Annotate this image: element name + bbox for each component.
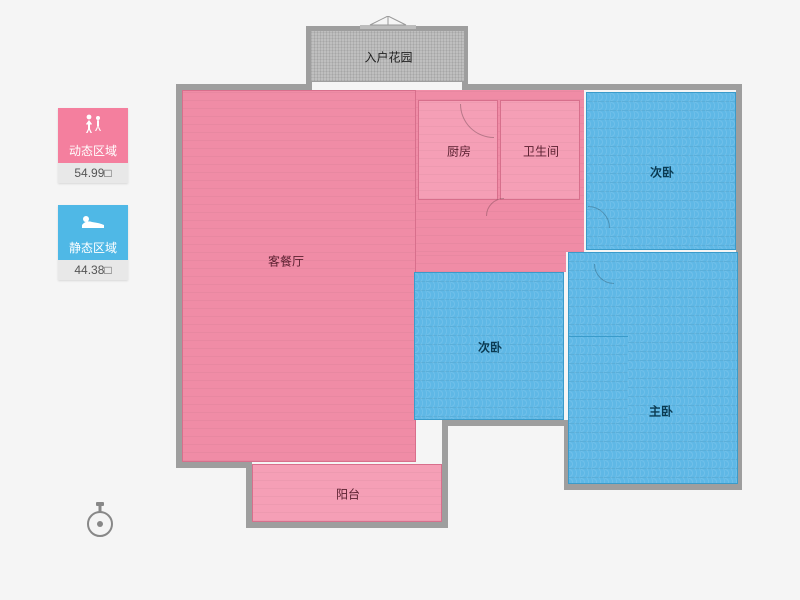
wall xyxy=(582,84,742,90)
room-living: 客餐厅 xyxy=(182,90,416,462)
wall xyxy=(442,420,448,526)
room-label: 客餐厅 xyxy=(268,253,304,270)
entrance-door-icon xyxy=(360,16,416,28)
legend: 动态区域 54.99□ 静态区域 44.38□ xyxy=(58,108,128,302)
legend-static-value: 44.38□ xyxy=(58,260,128,280)
room-label: 次卧 xyxy=(478,339,502,356)
room-label: 厨房 xyxy=(447,143,471,160)
room-label: 次卧 xyxy=(650,164,674,181)
sleep-icon xyxy=(58,205,128,237)
legend-dynamic-value: 54.99□ xyxy=(58,163,128,183)
room-balcony: 阳台 xyxy=(252,464,442,522)
room-label: 主卧 xyxy=(649,403,673,420)
legend-dynamic-title: 动态区域 xyxy=(58,140,128,163)
room-label: 阳台 xyxy=(336,486,360,503)
room-label: 卫生间 xyxy=(523,143,559,160)
compass-icon xyxy=(82,500,118,536)
wall xyxy=(246,522,448,528)
legend-static-title: 静态区域 xyxy=(58,237,128,260)
floor-plan: 入户花园客餐厅厨房卫生间次卧次卧卫生间主卧阳台 xyxy=(170,20,770,580)
legend-dynamic: 动态区域 54.99□ xyxy=(58,108,128,183)
room-bed2b: 次卧 xyxy=(414,272,564,420)
room-master-ext xyxy=(568,336,628,420)
wall xyxy=(564,484,742,490)
people-icon xyxy=(58,108,128,140)
room-label: 入户花园 xyxy=(364,49,412,66)
wall xyxy=(176,462,252,468)
wall xyxy=(442,420,570,426)
legend-static: 静态区域 44.38□ xyxy=(58,205,128,280)
room-garden: 入户花园 xyxy=(310,30,465,82)
room-corridor xyxy=(416,252,566,272)
wall xyxy=(736,84,742,256)
room-bath1: 卫生间 xyxy=(500,100,580,200)
